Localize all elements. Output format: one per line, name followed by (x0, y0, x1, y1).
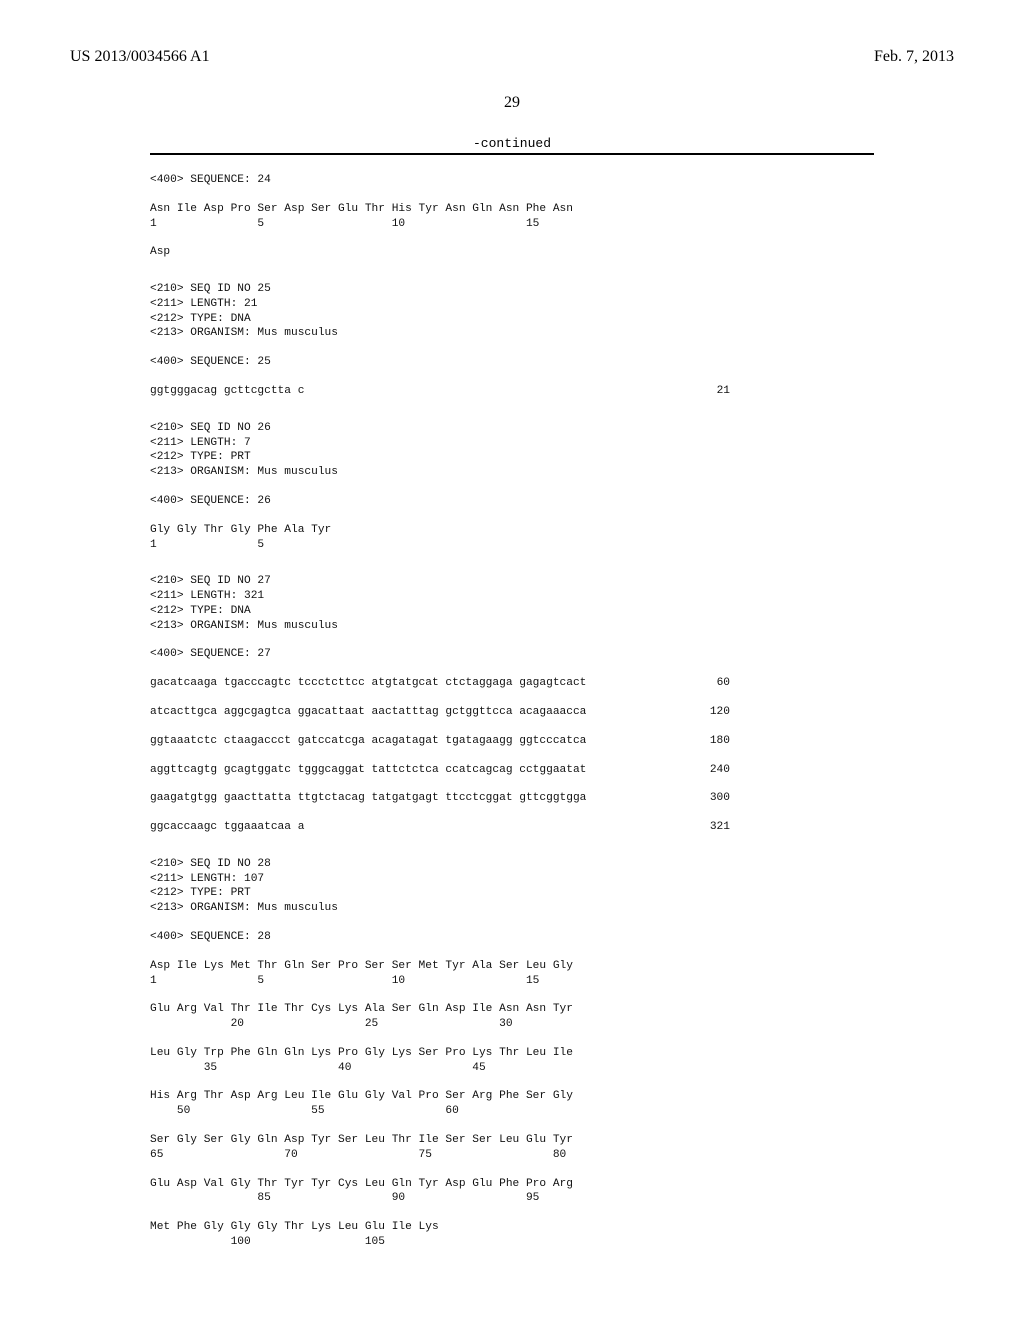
seq24-aa1: Asn Ile Asp Pro Ser Asp Ser Glu Thr His … (150, 202, 1024, 217)
seq27-row: atcacttgca aggcgagtca ggacattaat aactatt… (150, 705, 730, 720)
seq27-pos: 321 (694, 820, 730, 835)
seq28-nums: 35 40 45 (150, 1061, 1024, 1076)
seq28-aa: Ser Gly Ser Gly Gln Asp Tyr Ser Leu Thr … (150, 1133, 1024, 1148)
seq25-h4: <213> ORGANISM: Mus musculus (150, 326, 1024, 341)
seq26-aa1: Gly Gly Thr Gly Phe Ala Tyr (150, 523, 1024, 538)
seq28-nums: 65 70 75 80 (150, 1148, 1024, 1163)
seq26-h2: <211> LENGTH: 7 (150, 436, 1024, 451)
seq28-nums: 85 90 95 (150, 1191, 1024, 1206)
page-header: US 2013/0034566 A1 Feb. 7, 2013 (0, 0, 1024, 66)
seq27-row: gacatcaaga tgacccagtc tccctcttcc atgtatg… (150, 676, 730, 691)
seq28-h4: <213> ORGANISM: Mus musculus (150, 901, 1024, 916)
seq27-tag: <400> SEQUENCE: 27 (150, 647, 1024, 662)
seq26-tag: <400> SEQUENCE: 26 (150, 494, 1024, 509)
seq25-seq: ggtgggacag gcttcgctta c (150, 384, 304, 399)
seq28-aa: His Arg Thr Asp Arg Leu Ile Glu Gly Val … (150, 1089, 1024, 1104)
seq28-aa: Glu Arg Val Thr Ile Thr Cys Lys Ala Ser … (150, 1002, 1024, 1017)
page-number: 29 (0, 94, 1024, 112)
seq26-h4: <213> ORGANISM: Mus musculus (150, 465, 1024, 480)
seq28-nums: 100 105 (150, 1235, 1024, 1250)
seq25-row: ggtgggacag gcttcgctta c 21 (150, 384, 730, 399)
seq26-nums1: 1 5 (150, 538, 1024, 553)
seq27-h4: <213> ORGANISM: Mus musculus (150, 619, 1024, 634)
seq25-h2: <211> LENGTH: 21 (150, 297, 1024, 312)
seq25-pos: 21 (694, 384, 730, 399)
seq27-pos: 60 (694, 676, 730, 691)
seq27-seq: gacatcaaga tgacccagtc tccctcttcc atgtatg… (150, 676, 586, 691)
seq28-aa: Leu Gly Trp Phe Gln Gln Lys Pro Gly Lys … (150, 1046, 1024, 1061)
seq27-seq: aggttcagtg gcagtggatc tgggcaggat tattctc… (150, 763, 586, 778)
seq27-row: aggttcagtg gcagtggatc tgggcaggat tattctc… (150, 763, 730, 778)
seq27-seq: atcacttgca aggcgagtca ggacattaat aactatt… (150, 705, 586, 720)
seq28-aa: Asp Ile Lys Met Thr Gln Ser Pro Ser Ser … (150, 959, 1024, 974)
seq27-seq: gaagatgtgg gaacttatta ttgtctacag tatgatg… (150, 791, 586, 806)
seq27-seq: ggcaccaagc tggaaatcaa a (150, 820, 304, 835)
seq27-pos: 180 (694, 734, 730, 749)
seq24-nums1: 1 5 10 15 (150, 217, 1024, 232)
seq27-row: ggtaaatctc ctaagaccct gatccatcga acagata… (150, 734, 730, 749)
seq27-pos: 120 (694, 705, 730, 720)
section-divider (150, 153, 874, 155)
seq27-h3: <212> TYPE: DNA (150, 604, 1024, 619)
seq28-aa: Glu Asp Val Gly Thr Tyr Tyr Cys Leu Gln … (150, 1177, 1024, 1192)
seq25-h1: <210> SEQ ID NO 25 (150, 282, 1024, 297)
seq25-h3: <212> TYPE: DNA (150, 312, 1024, 327)
seq24-aa2: Asp (150, 245, 1024, 260)
seq27-seq: ggtaaatctc ctaagaccct gatccatcga acagata… (150, 734, 586, 749)
seq27-pos: 300 (694, 791, 730, 806)
seq27-h1: <210> SEQ ID NO 27 (150, 574, 1024, 589)
seq28-tag: <400> SEQUENCE: 28 (150, 930, 1024, 945)
seq26-h3: <212> TYPE: PRT (150, 450, 1024, 465)
seq28-nums: 1 5 10 15 (150, 974, 1024, 989)
seq25-tag: <400> SEQUENCE: 25 (150, 355, 1024, 370)
seq28-aa: Met Phe Gly Gly Gly Thr Lys Leu Glu Ile … (150, 1220, 1024, 1235)
seq27-h2: <211> LENGTH: 321 (150, 589, 1024, 604)
seq26-h1: <210> SEQ ID NO 26 (150, 421, 1024, 436)
seq28-h3: <212> TYPE: PRT (150, 886, 1024, 901)
seq28-nums: 50 55 60 (150, 1104, 1024, 1119)
seq28-h1: <210> SEQ ID NO 28 (150, 857, 1024, 872)
seq27-row: ggcaccaagc tggaaatcaa a 321 (150, 820, 730, 835)
seq28-nums: 20 25 30 (150, 1017, 1024, 1032)
publication-date: Feb. 7, 2013 (874, 48, 954, 66)
seq27-pos: 240 (694, 763, 730, 778)
continued-label: -continued (0, 136, 1024, 151)
seq27-row: gaagatgtgg gaacttatta ttgtctacag tatgatg… (150, 791, 730, 806)
seq24-tag: <400> SEQUENCE: 24 (150, 173, 1024, 188)
publication-number: US 2013/0034566 A1 (70, 48, 210, 66)
seq28-h2: <211> LENGTH: 107 (150, 872, 1024, 887)
